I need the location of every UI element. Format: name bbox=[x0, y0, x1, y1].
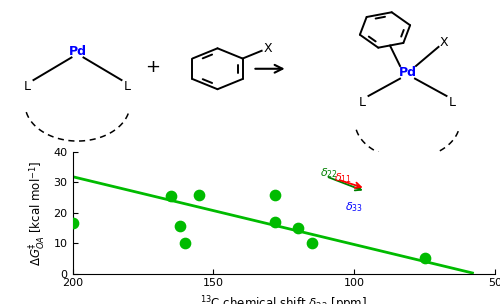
Text: $\delta_{11}$: $\delta_{11}$ bbox=[334, 171, 352, 185]
X-axis label: $^{13}$C chemical shift $\delta_{22}$ [ppm]: $^{13}$C chemical shift $\delta_{22}$ [p… bbox=[200, 294, 367, 304]
Point bbox=[26, 171, 34, 176]
Point bbox=[167, 194, 175, 199]
Point bbox=[176, 224, 184, 229]
Text: X: X bbox=[264, 42, 272, 55]
Point bbox=[308, 241, 316, 246]
Text: $\delta_{22}$: $\delta_{22}$ bbox=[320, 166, 338, 180]
Point bbox=[68, 221, 76, 226]
Text: $\delta_{33}$: $\delta_{33}$ bbox=[345, 200, 363, 214]
Point bbox=[294, 226, 302, 230]
Text: L: L bbox=[124, 80, 131, 93]
Point bbox=[181, 241, 189, 246]
Text: +: + bbox=[145, 58, 160, 76]
Point bbox=[0, 174, 6, 179]
Point bbox=[195, 192, 203, 197]
Text: L: L bbox=[449, 96, 456, 109]
Y-axis label: $\Delta G^{\ddagger}_{OA}$ [kcal mol$^{-1}$]: $\Delta G^{\ddagger}_{OA}$ [kcal mol$^{-… bbox=[28, 160, 48, 265]
Text: X: X bbox=[439, 36, 448, 49]
Text: L: L bbox=[359, 96, 366, 109]
Text: L: L bbox=[24, 80, 31, 93]
Point bbox=[420, 256, 428, 261]
Point bbox=[272, 219, 280, 224]
Text: Pd: Pd bbox=[398, 66, 416, 79]
Text: Pd: Pd bbox=[68, 45, 86, 58]
Point bbox=[272, 192, 280, 197]
Point bbox=[6, 166, 14, 171]
